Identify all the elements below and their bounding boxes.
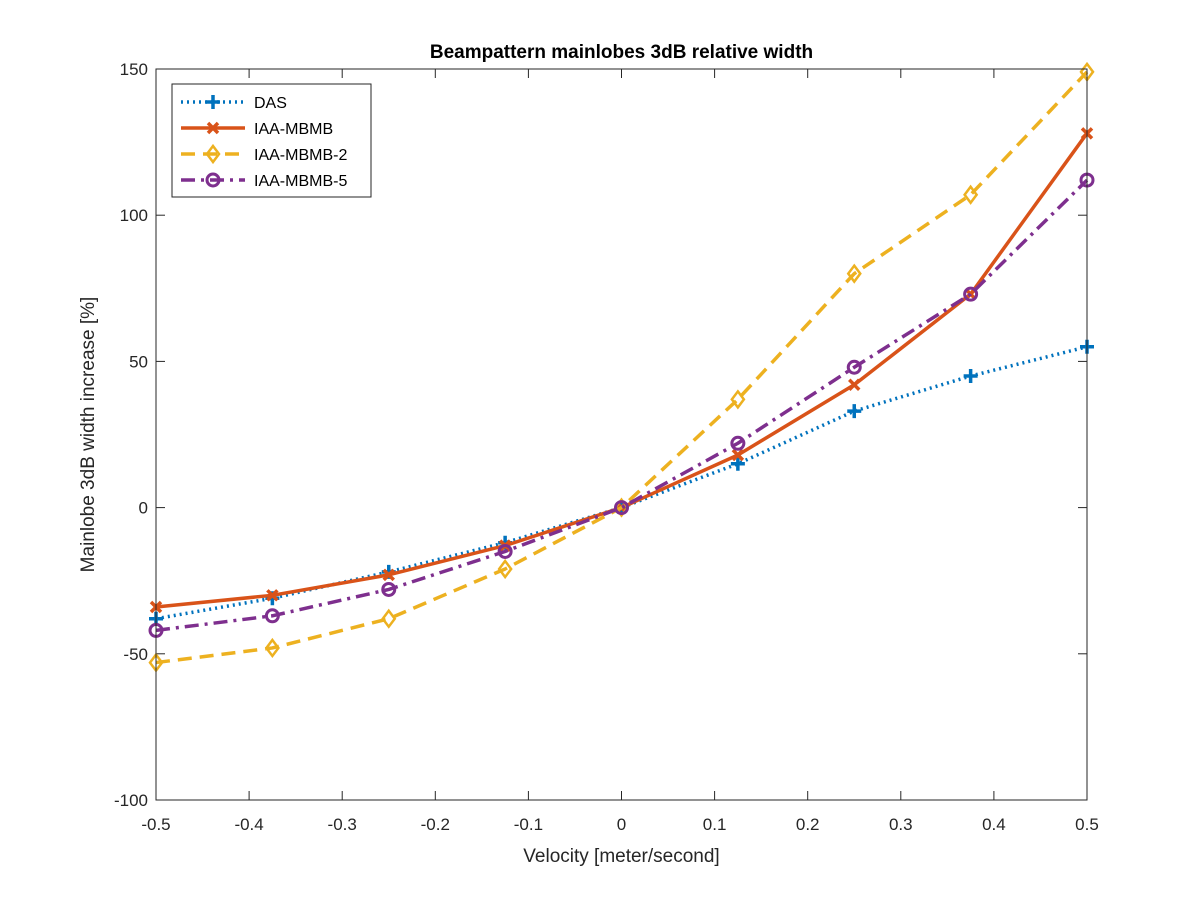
x-tick-label: -0.5 [141, 815, 170, 834]
y-tick-label: -100 [114, 791, 148, 810]
x-marker [382, 568, 395, 582]
legend-item: IAA-MBMB-5 [181, 172, 347, 190]
circle-marker [205, 172, 221, 188]
y-tick-label: -50 [123, 645, 148, 664]
circle-marker [381, 581, 397, 597]
plot-frame [155, 68, 1088, 801]
plus-marker [206, 95, 220, 109]
chart-title: Beampattern mainlobes 3dB relative width [430, 42, 813, 63]
legend-item: IAA-MBMB [181, 121, 333, 138]
diamond-marker [963, 184, 979, 205]
x-marker [206, 121, 220, 135]
x-tick-label: -0.1 [514, 815, 543, 834]
legend-label: IAA-MBMB-2 [254, 147, 347, 164]
series-line [155, 70, 1089, 665]
circle-marker [846, 359, 862, 375]
legend: DAS IAA-MBMB IAA-MBMB-2 IAA-MBMB-5 [171, 83, 372, 198]
legend-item: IAA-MBMB-2 [181, 143, 347, 165]
x-tick-label: 0.2 [796, 815, 820, 834]
series-line [155, 178, 1089, 633]
circle-marker [730, 435, 746, 451]
y-tick-label: 0 [139, 499, 148, 518]
legend-label: IAA-MBMB [254, 121, 333, 138]
diamond-marker [730, 389, 746, 410]
circle-marker [264, 608, 280, 624]
legend-label: IAA-MBMB-5 [254, 173, 347, 190]
circle-marker [963, 286, 979, 302]
y-tick-label: 100 [120, 206, 148, 225]
diamond-marker [497, 558, 513, 580]
legend-label: DAS [254, 95, 287, 112]
legend-item: DAS [181, 95, 287, 112]
x-tick-label: -0.4 [234, 815, 263, 834]
x-tick-label: 0.3 [889, 815, 913, 834]
x-marker [848, 378, 861, 392]
y-tick-label: 50 [129, 352, 148, 371]
x-tick-label: 0.4 [982, 815, 1006, 834]
x-tick-label: -0.3 [328, 815, 357, 834]
y-axis-label: Mainlobe 3dB width increase [%] [78, 297, 99, 573]
circle-marker [614, 500, 629, 516]
x-tick-label: 0.1 [703, 815, 727, 834]
x-tick-label: 0 [617, 815, 626, 834]
y-tick-label: 150 [120, 60, 148, 79]
plus-marker [847, 404, 862, 419]
x-axis-label: Velocity [meter/second] [523, 846, 719, 867]
x-tick-label: -0.2 [421, 815, 450, 834]
plus-marker [730, 456, 745, 471]
diamond-marker [264, 637, 280, 659]
x-marker [731, 448, 745, 462]
diamond-marker [205, 143, 221, 165]
circle-marker [497, 543, 513, 559]
diamond-marker [846, 263, 862, 284]
diamond-marker [381, 608, 397, 629]
plus-marker [963, 369, 978, 384]
x-marker [266, 589, 279, 602]
x-tick-label: 0.5 [1075, 815, 1099, 834]
